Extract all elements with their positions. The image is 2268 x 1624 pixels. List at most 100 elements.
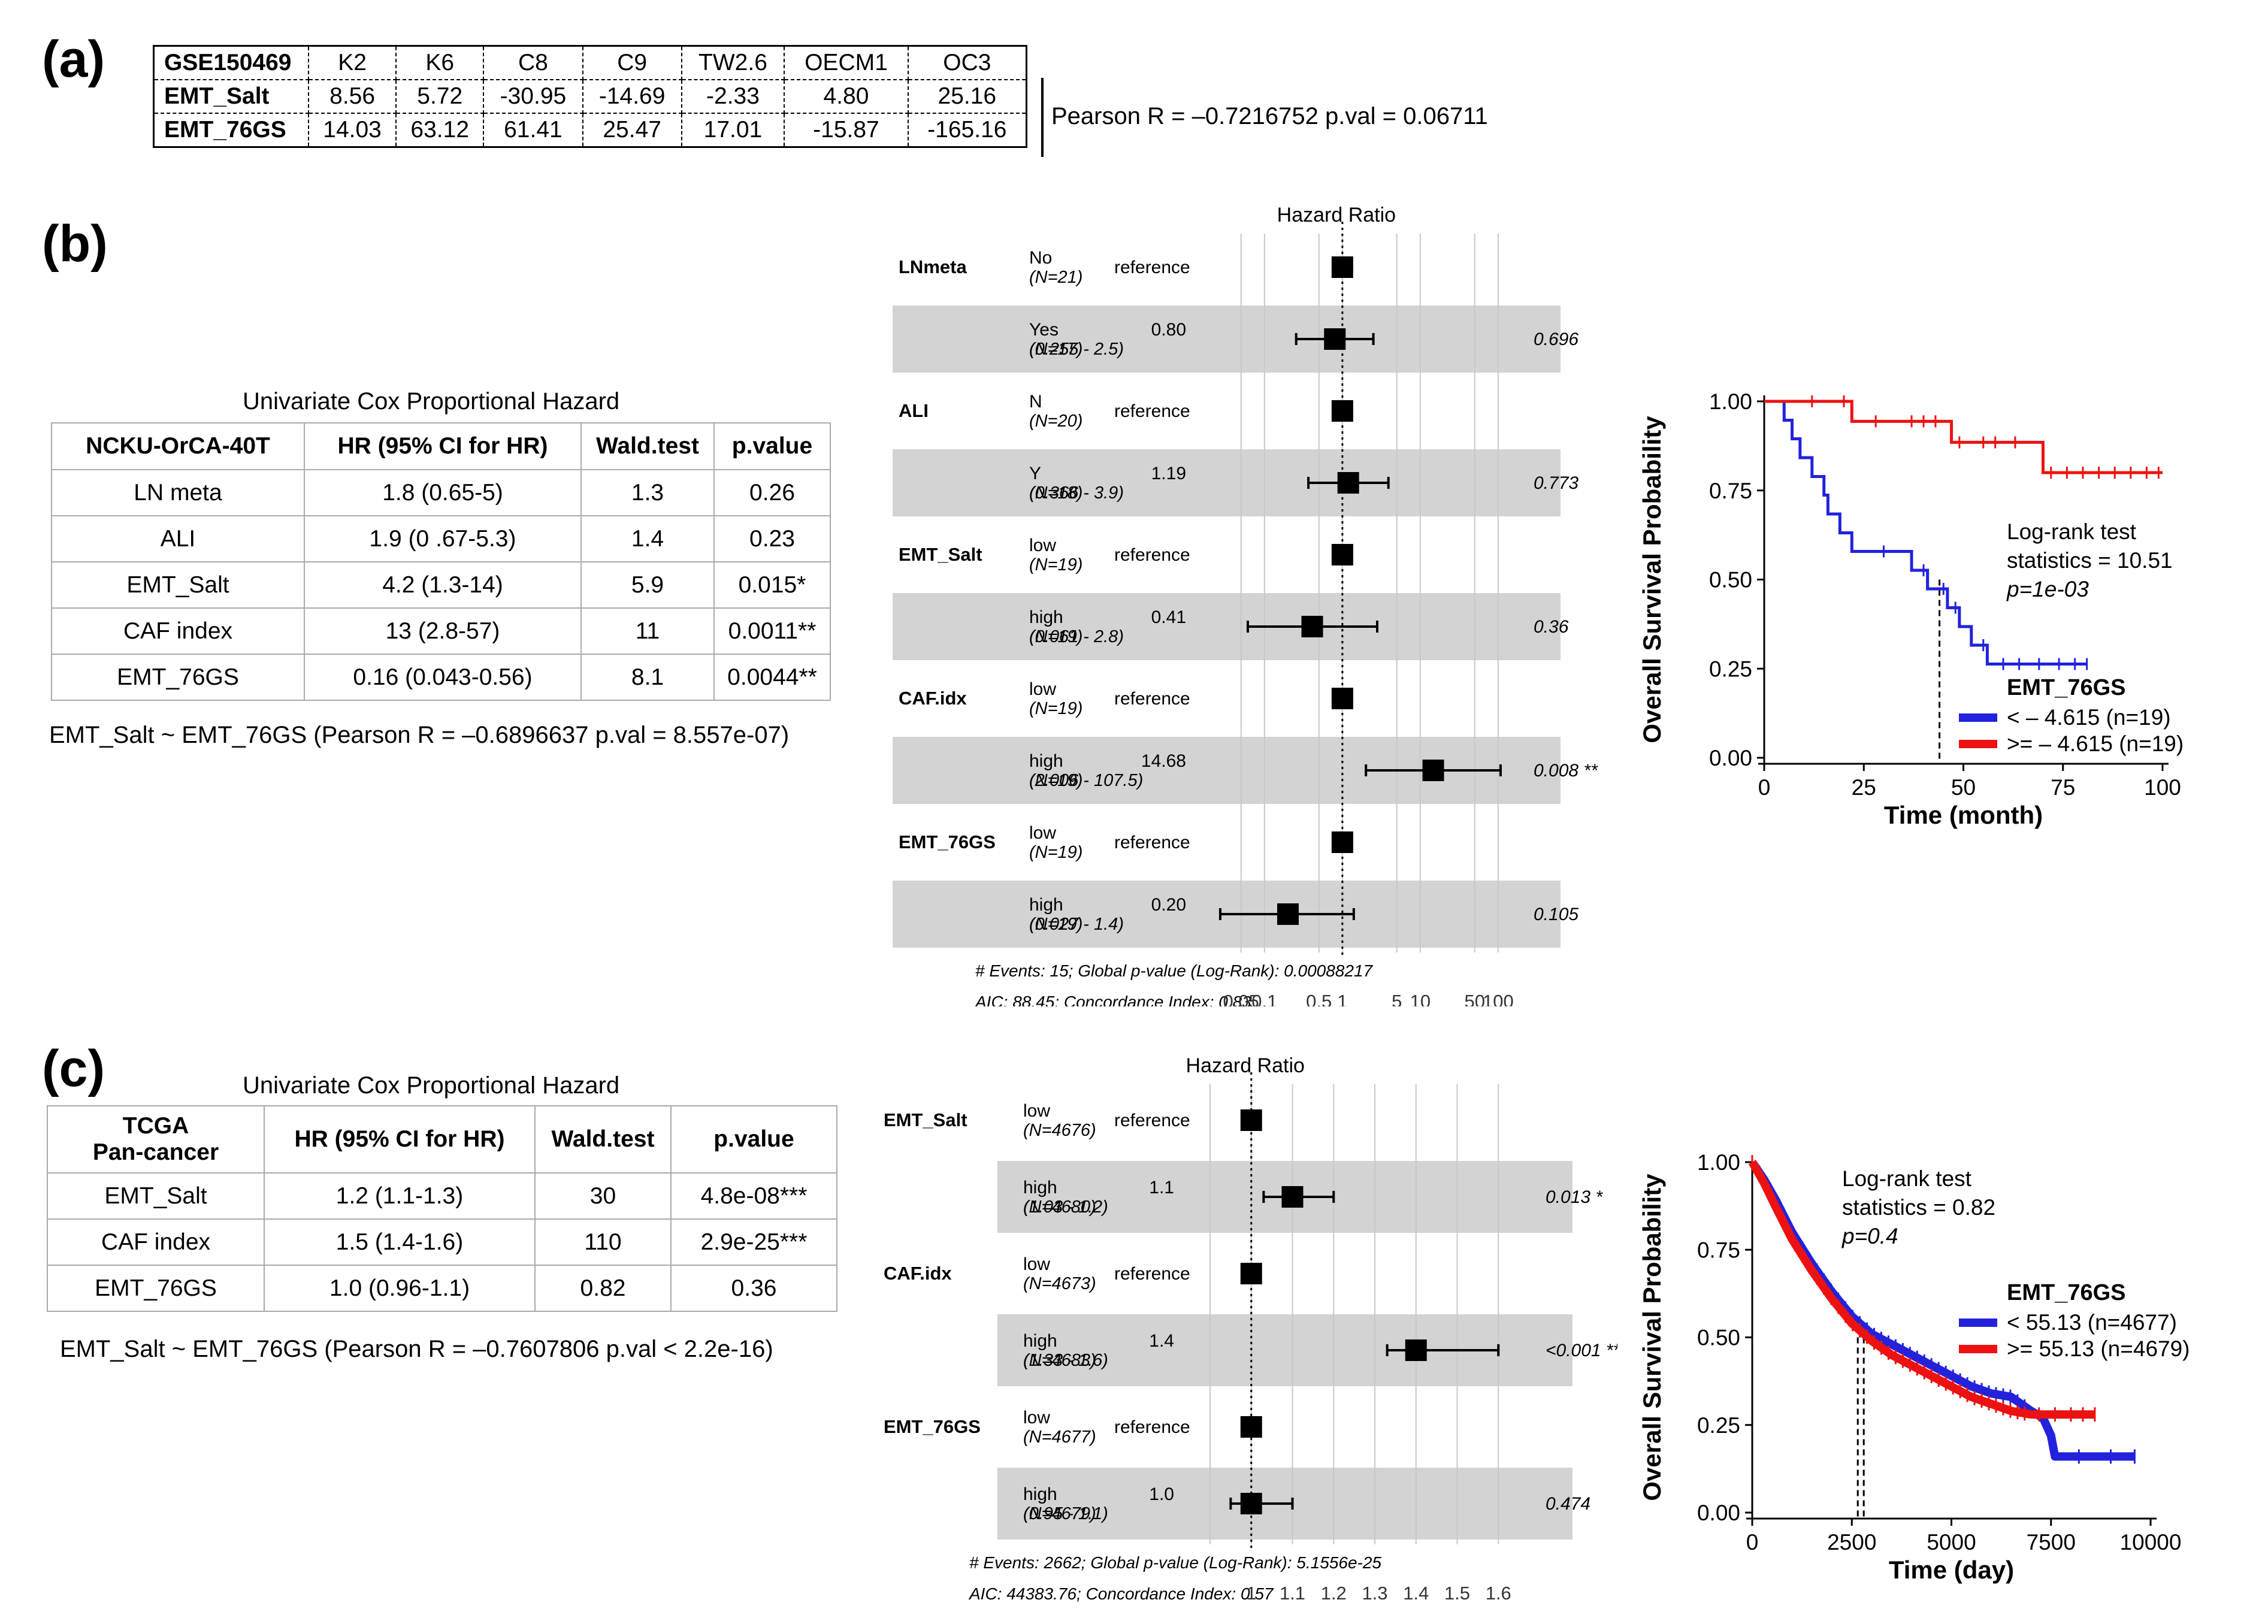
- y-axis-label: Overall Survival Probability: [1638, 416, 1666, 743]
- forest-level-label: high: [1029, 895, 1063, 915]
- forest-p-label: 0.008 **: [1534, 761, 1598, 781]
- forest-ci-label: (0.061 - 2.8): [1029, 627, 1124, 646]
- table-cell: HR (95% CI for HR): [264, 1105, 536, 1174]
- forest-n-label: (N=4680): [1023, 1197, 1096, 1217]
- forest-n-label: (N=4673): [1023, 1274, 1096, 1293]
- table-cell: ALI: [51, 515, 305, 562]
- forest-reference-label: reference: [1114, 689, 1190, 709]
- legend-label: < – 4.615 (n=19): [2007, 705, 2171, 730]
- forest-n-label: (N=4679): [1023, 1504, 1096, 1523]
- table-cell: p.value: [713, 422, 831, 470]
- forest-axis-tick: 5: [1392, 991, 1402, 1006]
- forest-variable-label: ALI: [899, 400, 929, 421]
- forest-p-label: 0.36: [1534, 617, 1569, 637]
- expression-table: GSE150469 K2 K6 C8 C9 TW2.6 OECM1 OC3 EM…: [153, 45, 1027, 148]
- logrank-annotation: Log-rank test: [2007, 519, 2137, 544]
- x-tick-label: 10000: [2120, 1530, 2182, 1555]
- table-cell: 5.9: [580, 561, 715, 609]
- legend-title: EMT_76GS: [2007, 1280, 2126, 1305]
- y-tick-label: 1.00: [1709, 389, 1752, 414]
- hr-marker: [1331, 256, 1353, 278]
- table-cell: K6: [395, 45, 485, 80]
- hr-marker: [1240, 1109, 1262, 1131]
- table-cell: EMT_Salt: [153, 79, 309, 114]
- table-row: EMT_76GS 14.03 63.12 61.41 25.47 17.01 -…: [153, 113, 1027, 148]
- forest-reference-label: reference: [1114, 545, 1190, 565]
- table-cell: 11: [580, 607, 715, 655]
- table-cell: -15.87: [784, 113, 909, 148]
- table-cell: 0.0011**: [713, 607, 831, 655]
- forest-ci-label: (0.366 - 3.9): [1029, 483, 1124, 503]
- table-cell: C8: [483, 45, 583, 80]
- cox-title-c: Univariate Cox Proportional Hazard: [243, 1072, 620, 1099]
- logrank-annotation: p=0.4: [1841, 1224, 1898, 1248]
- y-tick-label: 0.50: [1697, 1326, 1740, 1350]
- forest-hr-label: 1.1: [1149, 1178, 1174, 1197]
- panel-label-b: (b): [42, 215, 108, 273]
- x-tick-label: 0: [1758, 775, 1771, 800]
- forest-footer: AIC: 44383.76; Concordance Index: 0.57: [968, 1584, 1274, 1602]
- forest-axis-tick: 1.3: [1362, 1583, 1387, 1602]
- survival-curve: [1748, 1160, 2095, 1419]
- hr-marker: [1324, 328, 1346, 350]
- forest-variable-label: EMT_76GS: [899, 831, 996, 852]
- y-tick-label: 1.00: [1697, 1150, 1740, 1175]
- forest-hr-label: 1.4: [1149, 1331, 1174, 1351]
- table-cell: NCKU-OrCA-40T: [51, 422, 305, 470]
- table-cell: CAF index: [47, 1218, 265, 1266]
- forest-level-label: low: [1023, 1408, 1050, 1428]
- legend-label: < 55.13 (n=4677): [2007, 1310, 2177, 1335]
- legend-label: >= 55.13 (n=4679): [2007, 1336, 2190, 1361]
- table-cell: 63.12: [395, 113, 485, 148]
- pearson-caption-a: Pearson R = –0.7216752 p.val = 0.06711: [1051, 103, 1488, 129]
- hr-marker: [1240, 1263, 1262, 1284]
- forest-n-label: (N=21): [1029, 268, 1082, 287]
- forest-p-label: 0.013 *: [1546, 1187, 1603, 1207]
- forest-hr-label: 0.41: [1151, 607, 1186, 627]
- forest-n-label: (N=19): [1029, 843, 1082, 862]
- x-axis-label: Time (month): [1884, 801, 2043, 829]
- forest-hr-label: 0.80: [1151, 320, 1186, 340]
- forest-n-label: (N=4683): [1023, 1351, 1096, 1370]
- forest-level-label: low: [1029, 823, 1056, 843]
- forest-title: Hazard Ratio: [1277, 204, 1396, 226]
- y-axis-label: Overall Survival Probability: [1638, 1174, 1666, 1501]
- forest-level-label: low: [1029, 536, 1056, 555]
- table-cell: 0.82: [534, 1265, 672, 1312]
- forest-level-label: No: [1029, 248, 1052, 268]
- logrank-annotation: statistics = 0.82: [1842, 1195, 1995, 1220]
- forest-ci-label: (2.006 - 107.5): [1029, 771, 1143, 790]
- x-tick-label: 50: [1951, 775, 1976, 800]
- forest-p-label: <0.001 **: [1546, 1341, 1617, 1360]
- forest-ci-label: (0.255 - 2.5): [1029, 340, 1124, 359]
- table-cell: 25.47: [582, 113, 682, 148]
- logrank-annotation: p=1e-03: [2006, 577, 2089, 601]
- table-row: GSE150469 K2 K6 C8 C9 TW2.6 OECM1 OC3: [153, 45, 1027, 80]
- forest-ci-label: (1.03 - 1.2): [1023, 1197, 1108, 1217]
- table-cell: EMT_76GS: [153, 113, 309, 148]
- forest-n-label: (N=4676): [1023, 1121, 1096, 1140]
- header-line: Pan-cancer: [92, 1139, 219, 1165]
- legend-label: >= – 4.615 (n=19): [2007, 731, 2184, 756]
- forest-ci-label: (0.027 - 1.4): [1029, 915, 1124, 934]
- forest-variable-label: EMT_Salt: [884, 1109, 967, 1130]
- table-cell: 30: [534, 1172, 672, 1220]
- table-row: CAF index 1.5 (1.4-1.6) 110 2.9e-25***: [47, 1218, 837, 1266]
- table-cell: EMT_76GS: [51, 654, 305, 701]
- y-tick-label: 0.00: [1709, 746, 1752, 770]
- forest-variable-label: EMT_Salt: [899, 544, 982, 565]
- forest-axis-tick: 1.5: [1444, 1583, 1470, 1602]
- table-row: EMT_76GS 0.16 (0.043-0.56) 8.1 0.0044**: [51, 654, 831, 701]
- survival-curve: [1764, 400, 2163, 474]
- hr-marker: [1337, 472, 1359, 494]
- table-cell: -30.95: [483, 79, 583, 114]
- table-cell: EMT_Salt: [51, 561, 305, 609]
- forest-level-label: high: [1023, 1484, 1057, 1504]
- table-row: ALI 1.9 (0 .67-5.3) 1.4 0.23: [51, 515, 831, 562]
- table-cell: 1.5 (1.4-1.6): [264, 1218, 536, 1266]
- table-cell: 8.56: [307, 79, 397, 114]
- table-cell: 0.23: [713, 515, 831, 562]
- hr-marker: [1331, 831, 1353, 853]
- forest-n-label: (N=17): [1029, 340, 1082, 359]
